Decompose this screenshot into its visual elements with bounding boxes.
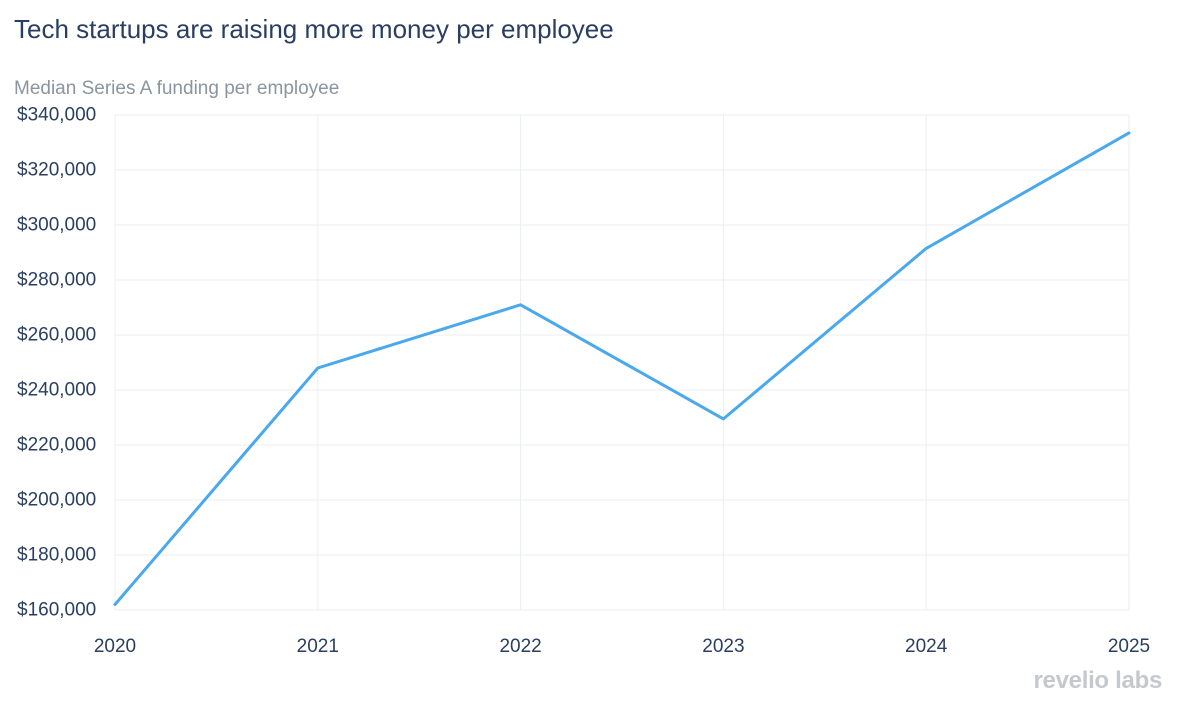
x-tick-label: 2020	[94, 636, 136, 657]
x-axis-ticks: 2020 2021 2022 2023 2024 2025	[94, 636, 1150, 657]
y-tick-label: $260,000	[17, 325, 96, 346]
y-tick-label: $340,000	[17, 105, 96, 126]
x-tick-label: 2021	[297, 636, 339, 657]
series-line	[113, 131, 1131, 606]
y-tick-label: $280,000	[17, 270, 96, 291]
x-tick-label: 2023	[702, 636, 744, 657]
y-tick-label: $240,000	[17, 380, 96, 401]
gridlines	[114, 114, 1130, 611]
x-tick-label: 2022	[499, 636, 541, 657]
chart-subtitle: Median Series A funding per employee	[14, 78, 340, 99]
x-tick-label: 2024	[905, 636, 948, 657]
y-tick-label: $160,000	[17, 600, 96, 621]
chart-title: Tech startups are raising more money per…	[14, 14, 614, 44]
y-axis-ticks: $160,000 $180,000 $200,000 $220,000 $240,000…	[17, 105, 96, 621]
y-tick-label: $300,000	[17, 215, 96, 236]
revelio-labs-logo: revelio labs	[1033, 667, 1163, 694]
y-tick-label: $320,000	[17, 160, 96, 181]
y-tick-label: $220,000	[17, 435, 96, 456]
x-tick-label: 2025	[1108, 636, 1150, 657]
series-group	[113, 131, 1131, 606]
y-tick-label: $200,000	[17, 490, 96, 511]
y-tick-label: $180,000	[17, 545, 96, 566]
